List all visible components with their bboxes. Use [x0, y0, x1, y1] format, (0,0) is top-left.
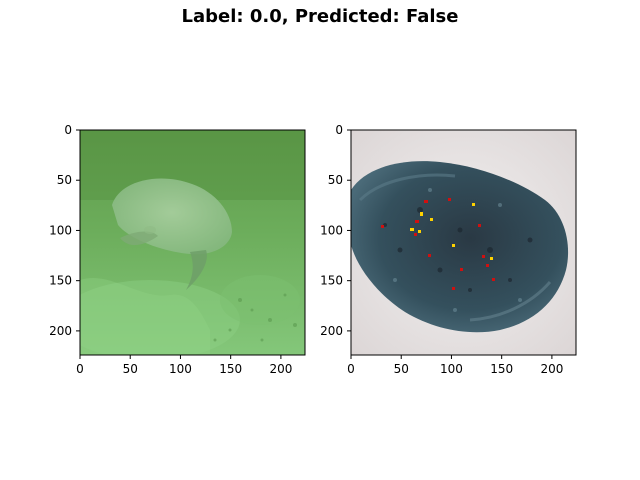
- right-axes-frame: [350, 129, 577, 356]
- right-image-ytick-label: 200: [320, 324, 343, 338]
- left-image-xtick-label: 50: [123, 362, 138, 376]
- left-image-ytick-label: 150: [49, 274, 72, 288]
- left-image: [80, 130, 305, 355]
- right-image-xtick-label: 50: [394, 362, 409, 376]
- left-image-xtick-label: 200: [269, 362, 292, 376]
- left-image-xtick-label: 100: [169, 362, 192, 376]
- right-image-ytick-label: 150: [320, 274, 343, 288]
- right-image-xtick-label: 0: [347, 362, 355, 376]
- axes-ticks: 0 50 100 150 200 0 50 100 150 200 0 50 100 150 200 0 50 1…: [49, 123, 563, 376]
- left-image-ytick-label: 200: [49, 324, 72, 338]
- right-image-xtick-label: 150: [490, 362, 513, 376]
- left-image-ytick-label: 0: [64, 123, 72, 137]
- left-axes-frame: [79, 129, 306, 356]
- attribution-pixels: [381, 198, 495, 290]
- left-image-xtick-label: 0: [76, 362, 84, 376]
- right-image-ytick-label: 50: [328, 173, 343, 187]
- right-image: [351, 130, 576, 355]
- right-image-xtick-label: 100: [440, 362, 463, 376]
- right-image-ytick-label: 100: [320, 223, 343, 237]
- rock: [351, 161, 569, 333]
- right-image-ytick-label: 0: [335, 123, 343, 137]
- left-image-ytick-label: 100: [49, 223, 72, 237]
- left-image-xtick-label: 150: [219, 362, 242, 376]
- left-image-ytick-label: 50: [57, 173, 72, 187]
- figure-title: Label: 0.0, Predicted: False: [181, 6, 459, 27]
- right-image-xtick-label: 200: [540, 362, 563, 376]
